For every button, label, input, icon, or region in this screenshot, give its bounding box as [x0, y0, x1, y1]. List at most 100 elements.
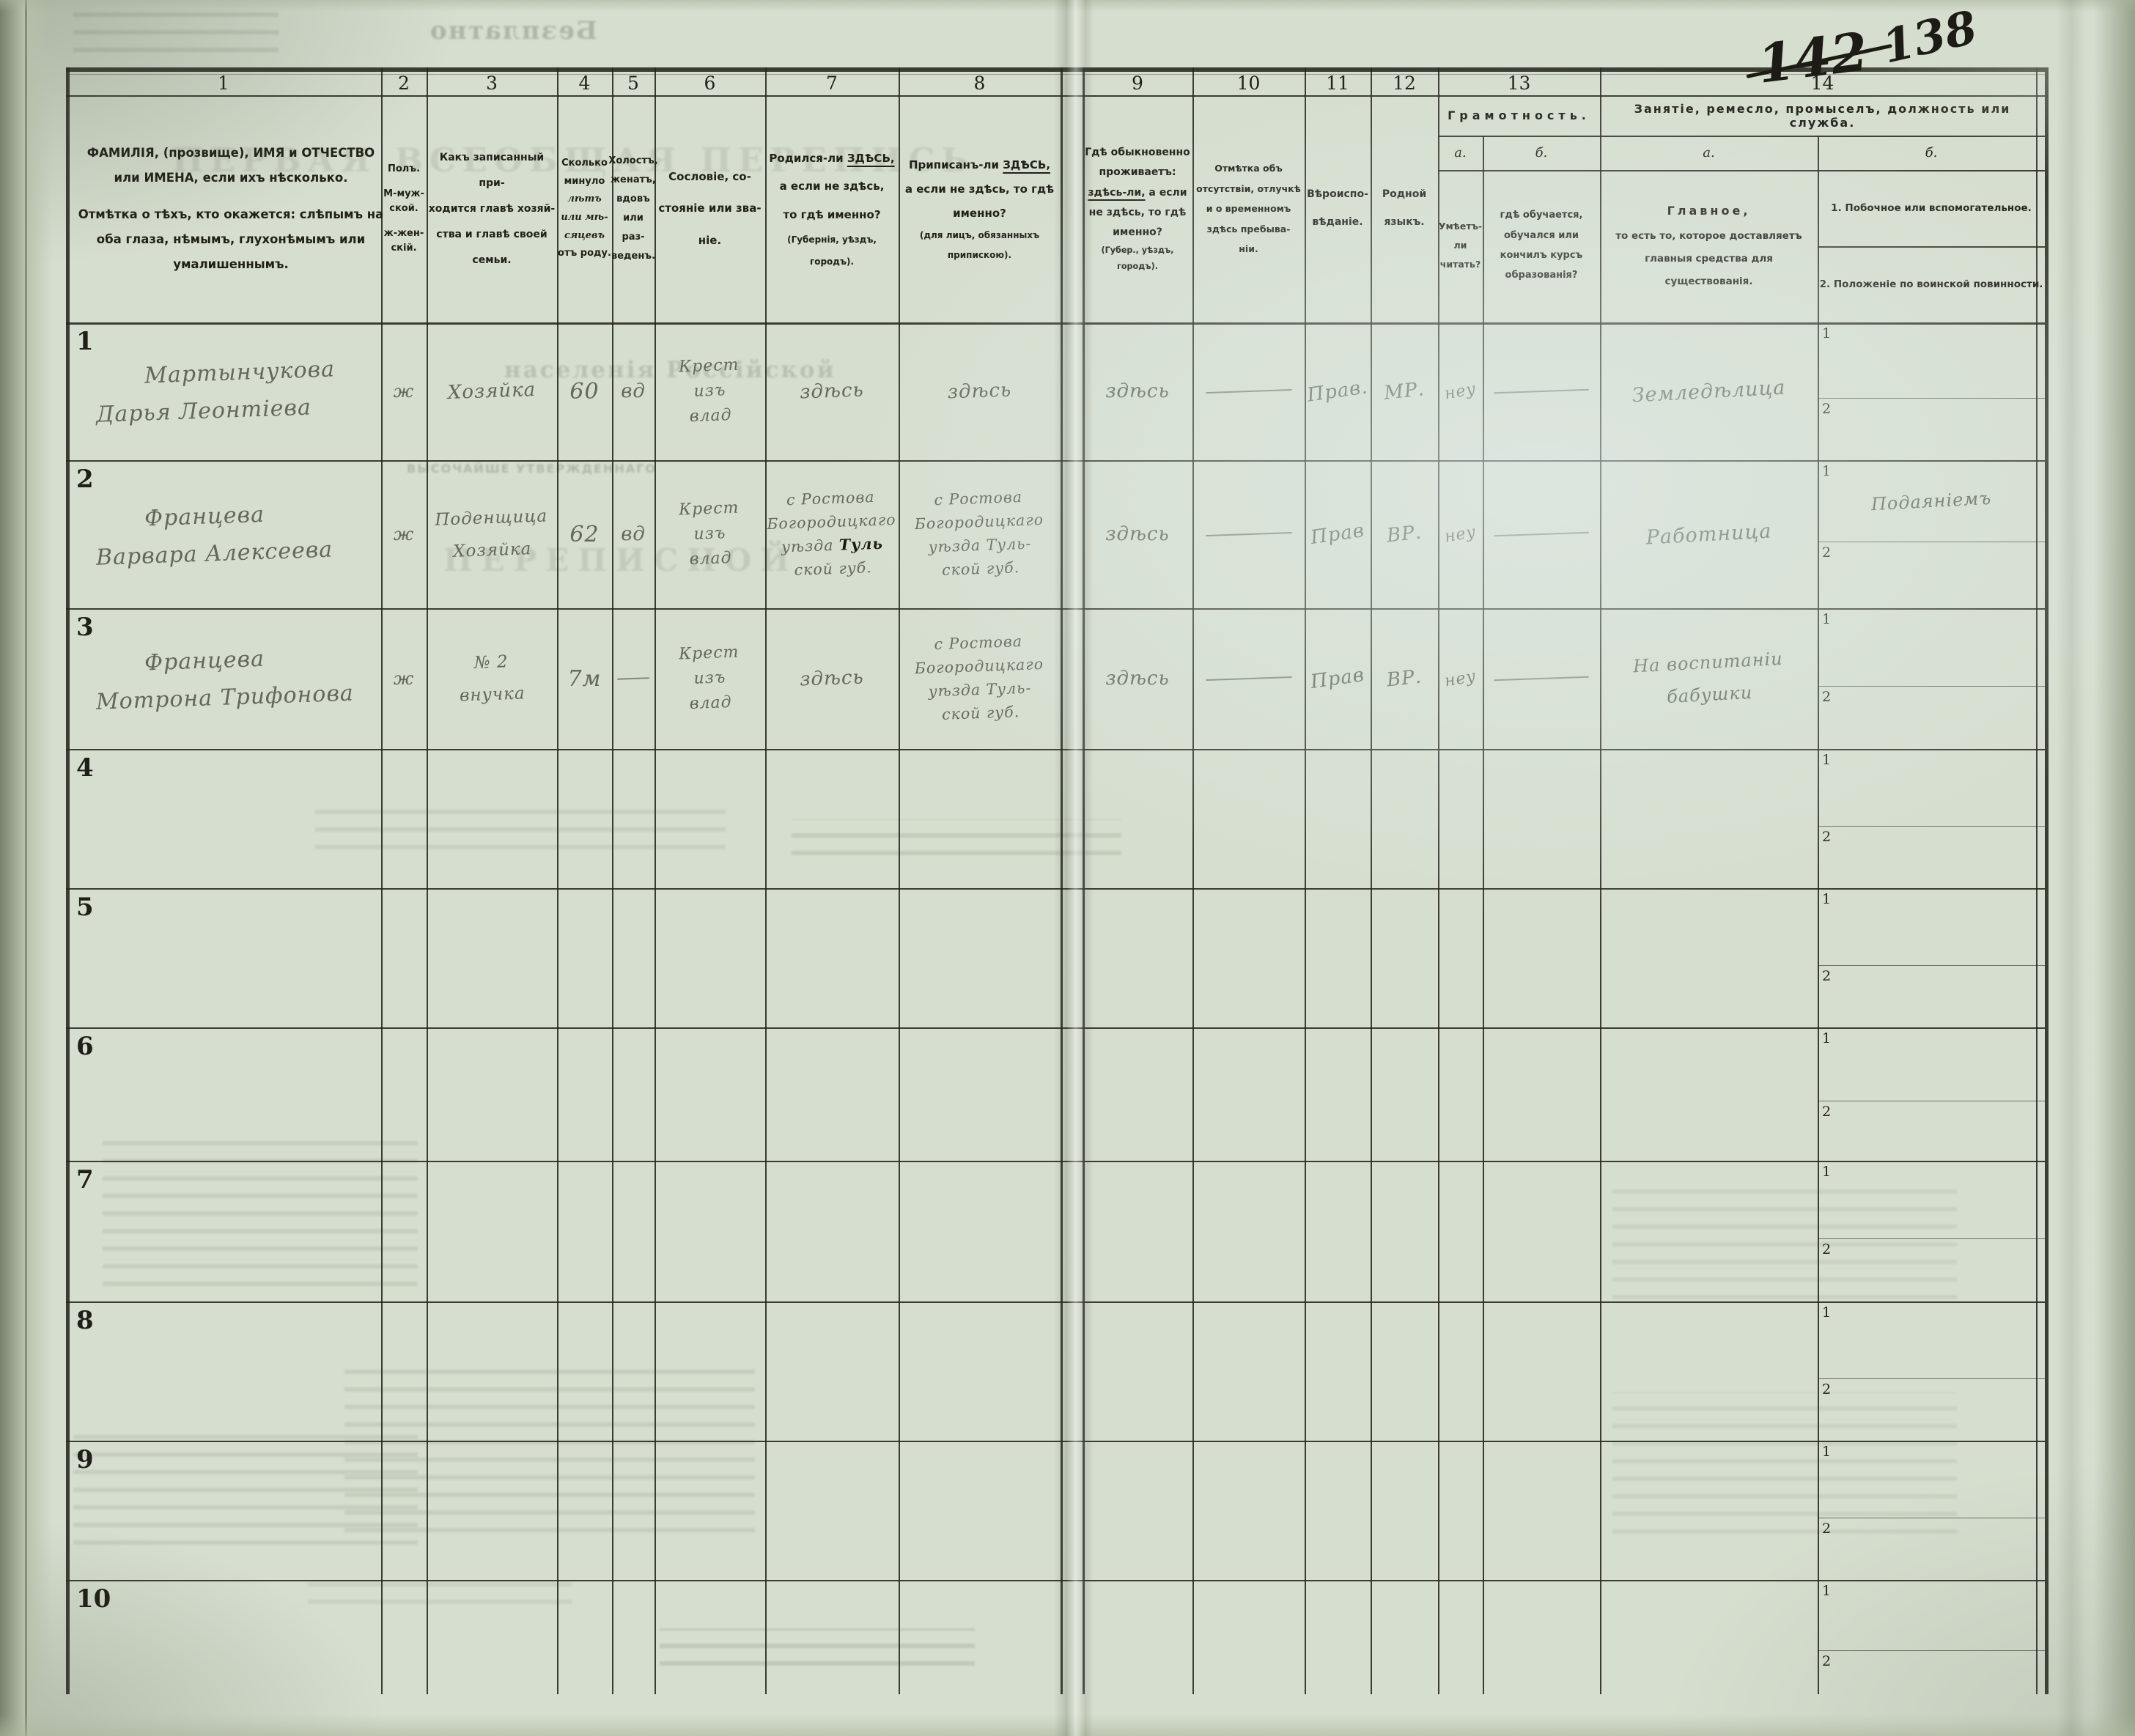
text-line: уѣзда Туль — [781, 534, 884, 556]
text-line: 62 — [569, 521, 600, 547]
text-line: неу — [1443, 522, 1478, 547]
text-line: На воспитаніи — [1632, 648, 1784, 677]
text-line: Работница — [1645, 520, 1773, 549]
header-col9: Гдѣ обыкновенно проживаетъ: здѣсь-ли, а ес… — [1083, 97, 1192, 321]
text-line: лѣтъ — [567, 193, 602, 205]
header-col13a: Умѣетъ-ли читать? — [1438, 170, 1483, 321]
text-line: обучался или — [1503, 229, 1579, 241]
column-number-col11: 11 — [1326, 72, 1349, 94]
grid-hline — [1818, 1650, 2045, 1652]
header-col13-a-label: а. — [1454, 145, 1467, 160]
text-line: Хозяйка — [452, 539, 532, 561]
handwritten-dash — [1494, 676, 1589, 682]
grid-vline — [1818, 136, 1819, 1694]
text-line: здѣсь — [1105, 380, 1170, 402]
crossed-out-page-number: 142 — [1754, 20, 1871, 95]
text-line: изъ — [693, 381, 726, 401]
page-right-edge-shadow — [2094, 0, 2135, 1736]
header-col13-b-label: б. — [1535, 145, 1548, 160]
text-line: изъ — [693, 668, 726, 688]
text-line: влад — [689, 549, 733, 569]
text-line: Мартынчукова — [144, 356, 336, 389]
text-line: скій. — [391, 243, 417, 254]
row-14b-sub2-label: 2 — [1822, 401, 1832, 417]
text-line: то есть то, которое доставляетъ — [1615, 229, 1802, 242]
entry-marital-status — [612, 608, 654, 749]
right-fold — [2057, 0, 2086, 1736]
row-14b-sub2-label: 2 — [1822, 968, 1832, 984]
text-line: неу — [1443, 379, 1478, 404]
text-line: здѣсь пребыва- — [1206, 223, 1291, 234]
text-line: Холостъ, — [608, 155, 658, 166]
text-line: Мотрона Трифонова — [95, 680, 355, 715]
text-line: Прав — [1309, 664, 1366, 694]
header-col13-title: Грамотность. — [1448, 108, 1590, 122]
column-number-col5: 5 — [627, 72, 639, 94]
text-line: здѣсь-ли, а если — [1088, 186, 1187, 199]
entry-estate: Крест изъ влад — [652, 458, 768, 610]
text-line: главныя средства для существованія. — [1645, 252, 1773, 287]
header-col4: Сколько минуло лѣтъ или мѣ-сяцевъ отъ роду. — [557, 97, 612, 321]
row-14b-sub1-label: 1 — [1822, 325, 1832, 341]
text-line: гдѣ обучается, — [1500, 210, 1583, 221]
text-line: влад — [689, 406, 733, 426]
text-line: ской губ. — [941, 558, 1020, 579]
header-col3: Какъ записанный при-ходится главѣ хозяй-… — [427, 97, 557, 321]
text-line: ходится главѣ хозяй- — [428, 202, 556, 215]
text-line: стояніе или зва- — [658, 202, 762, 215]
entry-absence-note — [1192, 322, 1305, 460]
text-line: не здѣсь, то гдѣ — [1088, 206, 1187, 218]
entry-estate: Крест изъ влад — [652, 606, 768, 750]
text-line: ж-жен- — [383, 228, 424, 240]
header-col14b-1: 1. Побочное или вспомогательное. — [1831, 202, 2032, 214]
row-14b-sub1-label: 1 — [1822, 891, 1832, 907]
header-col7: Родился-ли ЗДѢСЬ, а если не здѣсь, то гдѣ … — [765, 97, 899, 321]
text-line: уѣзда Туль- — [928, 679, 1032, 701]
text-line: минуло — [564, 175, 605, 187]
text-line: (Губернія, уѣздъ, городъ). — [787, 234, 877, 267]
text-line: изъ — [693, 524, 726, 544]
text-line: ж — [393, 668, 415, 689]
text-line: именно? — [953, 207, 1006, 221]
text-line: Крест — [678, 355, 740, 377]
handwritten-dash — [1494, 531, 1589, 537]
text-line: ніи. — [1239, 243, 1258, 255]
text-line: ской губ. — [941, 702, 1020, 723]
column-number-col8: 8 — [973, 72, 986, 94]
text-line: Дарья Леонтіева — [95, 394, 312, 428]
entry-name: Францева Варвара Алексеева — [64, 460, 413, 608]
entry-marital-status: вд — [612, 322, 654, 460]
grid-hline — [1818, 826, 2045, 827]
text-line: Главное, — [1667, 204, 1751, 218]
text-line: проживаетъ: — [1099, 166, 1176, 179]
text-line: ВР. — [1385, 521, 1423, 547]
text-line: Какъ записанный при- — [439, 151, 545, 189]
text-line: Земледѣлица — [1631, 376, 1787, 407]
text-line: кончилъ курсъ — [1500, 250, 1583, 261]
row-number: 6 — [76, 1032, 94, 1061]
header-col14b-2: 2. Положеніе по воинской повинности. — [1819, 278, 2043, 290]
column-number-col13: 13 — [1507, 72, 1531, 94]
text-line: влад — [689, 693, 733, 714]
text-line: с Ростова — [786, 488, 875, 509]
entry-occupation-main: Земледѣлица — [1596, 317, 1821, 465]
grid-vline — [2045, 67, 2049, 1694]
handwritten-dash — [1205, 531, 1292, 537]
entry-absence-note — [1192, 608, 1305, 749]
text-line: ж — [393, 381, 415, 402]
text-line: Вѣроиспо- — [1307, 188, 1368, 201]
text-line: ли — [1453, 239, 1467, 251]
entry-birthplace: здѣсь — [763, 320, 901, 462]
text-line: образованія? — [1505, 270, 1578, 281]
entry-birthplace: с Ростова Богородицкаго уѣзда Туль ской губ… — [763, 458, 901, 610]
text-line: или мѣ- — [561, 212, 608, 223]
header-col1-p2: Отмѣтка о тѣхъ, кто окажется: слѣпымъ на… — [78, 207, 384, 271]
row-14b-sub1-label: 1 — [1822, 611, 1832, 627]
entry-education — [1483, 460, 1600, 608]
text-line: Приписанъ-ли ЗДѢСЬ, — [908, 158, 1051, 172]
text-line: ніе. — [698, 233, 722, 247]
entry-registration: с Ростова Богородицкаго уѣзда Туль-ской гу… — [896, 457, 1063, 611]
row-number: 10 — [76, 1584, 111, 1614]
row-14b-sub2-label: 2 — [1822, 1521, 1832, 1537]
text-line: Прав — [1309, 520, 1366, 550]
